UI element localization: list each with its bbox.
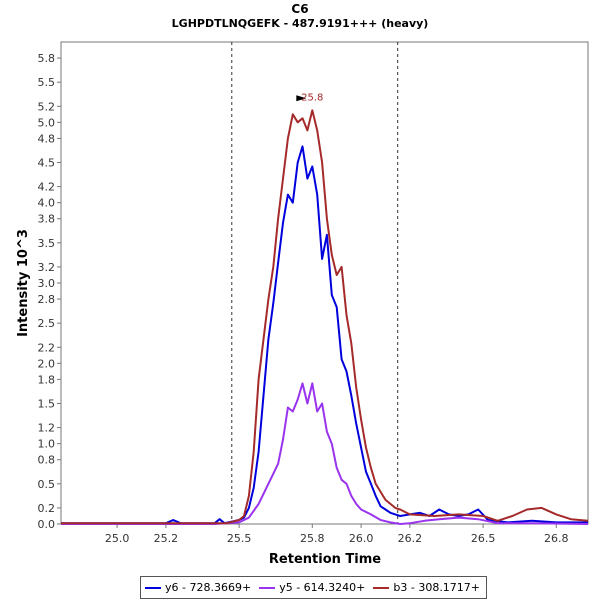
y-tick-label: 4.5 — [38, 157, 56, 170]
x-axis-label: Retention Time — [269, 552, 381, 567]
y-tick-label: 2.2 — [38, 341, 56, 354]
y-axis-ticks: 0.0 0.2 0.5 0.8 1.0 1.2 1.5 1.8 2.0 2.2 2.5 2.8 3.0 3… — [38, 52, 61, 531]
x-axis-ticks: 25.0 25.2 25.5 25.8 26.0 26.2 26.5 26.8 — [105, 524, 569, 545]
chart-title: C6 — [291, 2, 308, 16]
x-tick-label: 26.0 — [349, 532, 374, 545]
legend-swatch — [259, 586, 276, 589]
legend-label: y5 - 614.3240+ — [279, 581, 366, 594]
y-tick-label: 1.2 — [38, 422, 56, 435]
y-tick-label: 3.0 — [38, 277, 56, 290]
x-tick-label: 26.8 — [544, 532, 569, 545]
legend-item: b3 - 308.1717+ — [373, 581, 480, 594]
y-tick-label: 0.2 — [38, 502, 56, 515]
y-tick-label: 4.2 — [38, 181, 56, 194]
y-tick-label: 4.8 — [38, 132, 56, 145]
legend-label: b3 - 308.1717+ — [393, 581, 481, 594]
plot-area — [60, 41, 589, 525]
y-tick-label: 2.0 — [38, 357, 56, 370]
series-lines — [61, 109, 589, 525]
y-tick-label: 2.8 — [38, 293, 56, 306]
x-tick-label: 26.2 — [398, 532, 423, 545]
y-tick-label: 5.2 — [38, 100, 56, 113]
y-tick-label: 5.8 — [38, 52, 56, 65]
series-line — [61, 109, 589, 525]
peak-annotations: 25.8 — [296, 92, 323, 103]
y-tick-label: 4.0 — [38, 197, 56, 210]
legend-swatch — [145, 586, 161, 589]
x-tick-label: 25.2 — [154, 532, 179, 545]
x-tick-label: 26.5 — [471, 532, 496, 545]
y-tick-label: 5.5 — [38, 76, 56, 89]
peak-marker — [296, 95, 307, 102]
y-tick-label: 1.0 — [38, 438, 56, 451]
x-tick-label: 25.5 — [227, 532, 252, 545]
y-tick-label: 0.0 — [38, 518, 56, 531]
legend-swatch — [373, 586, 390, 589]
legend-item: y6 - 728.3669+ — [145, 581, 251, 594]
x-tick-label: 25.8 — [300, 532, 325, 545]
y-tick-label: 0.5 — [38, 478, 56, 491]
integration-boundaries — [231, 42, 399, 524]
peak-label: 25.8 — [301, 92, 323, 103]
y-tick-label: 3.5 — [38, 237, 56, 250]
y-tick-label: 1.5 — [38, 398, 56, 411]
y-tick-label: 3.8 — [38, 213, 56, 226]
legend-label: y6 - 728.3669+ — [165, 581, 252, 594]
y-tick-label: 5.0 — [38, 116, 56, 129]
y-tick-label: 3.2 — [38, 261, 56, 274]
series-line — [61, 382, 589, 525]
chart-legend: y6 - 728.3669+ y5 - 614.3240+ b3 - 308.171… — [140, 576, 488, 599]
y-tick-label: 2.5 — [38, 317, 56, 330]
x-tick-label: 25.0 — [105, 532, 130, 545]
legend-item: y5 - 614.3240+ — [259, 581, 365, 594]
chart-subtitle: LGHPDTLNQGEFK - 487.9191+++ (heavy) — [172, 17, 429, 30]
y-axis-label: Intensity 10^3 — [16, 229, 31, 337]
y-tick-label: 1.8 — [38, 373, 56, 386]
series-line — [61, 145, 588, 525]
y-tick-label: 0.8 — [38, 454, 56, 467]
